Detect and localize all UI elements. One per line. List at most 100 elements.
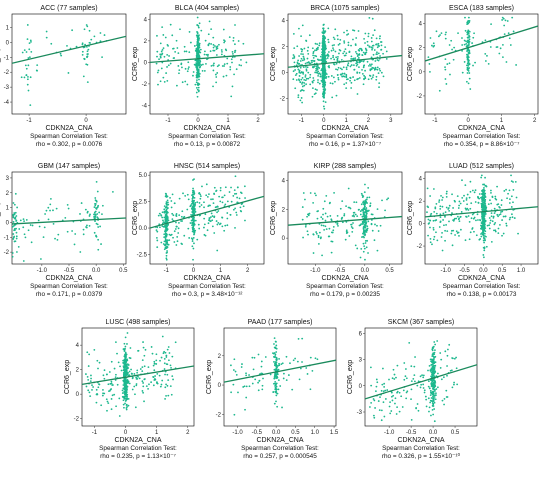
data-point (470, 202, 473, 205)
data-point (429, 195, 432, 197)
data-point (273, 364, 276, 367)
data-point (369, 406, 371, 408)
data-point (324, 101, 327, 104)
data-point (81, 54, 84, 56)
data-point (332, 225, 335, 228)
data-point (431, 367, 434, 370)
data-point (423, 389, 426, 392)
data-point (15, 219, 18, 222)
data-point (364, 205, 366, 208)
panel-title: HNSC (514 samples) (174, 163, 240, 170)
data-point (376, 68, 379, 71)
data-point (372, 414, 375, 417)
data-point (164, 36, 167, 39)
data-point (218, 64, 220, 67)
data-point (12, 214, 14, 216)
data-point (432, 371, 435, 374)
plot-area (287, 13, 403, 115)
data-point (392, 368, 395, 371)
data-point (365, 221, 368, 224)
data-point (169, 62, 172, 65)
data-point (324, 88, 327, 91)
data-point (511, 216, 514, 219)
data-point (13, 213, 16, 216)
data-point (160, 50, 163, 53)
data-point (209, 220, 212, 223)
data-point (191, 238, 194, 241)
data-point (278, 362, 280, 365)
data-point (198, 37, 200, 39)
data-point (481, 193, 484, 196)
data-point (494, 230, 497, 233)
data-point (192, 228, 194, 231)
data-point (98, 383, 101, 386)
x-tick-label: -1.0 (37, 268, 48, 274)
data-point (12, 221, 15, 223)
data-point (375, 385, 378, 388)
trend-line (150, 195, 264, 229)
data-point (198, 227, 201, 230)
data-point (102, 374, 105, 377)
data-point (349, 65, 352, 68)
data-point (466, 68, 469, 71)
data-point (465, 40, 467, 43)
data-point (213, 62, 215, 65)
data-point (197, 73, 200, 75)
data-point (364, 32, 367, 35)
data-point (338, 52, 340, 55)
data-point (103, 392, 106, 395)
data-point (315, 69, 317, 72)
data-point (142, 346, 145, 349)
data-point (474, 61, 476, 64)
y-tick-label: -3 (4, 85, 10, 91)
data-point (21, 51, 24, 54)
data-point (26, 38, 29, 41)
data-point (482, 230, 485, 233)
data-point (323, 229, 325, 231)
data-point (166, 250, 168, 252)
data-point (187, 227, 190, 230)
data-point (466, 203, 468, 206)
data-point (14, 192, 17, 195)
data-point (373, 416, 376, 419)
data-point (511, 16, 514, 19)
data-point (471, 42, 474, 44)
data-point (96, 190, 99, 193)
data-point (481, 214, 484, 217)
data-point (420, 383, 423, 386)
data-point (416, 384, 419, 387)
data-point (87, 365, 90, 367)
data-point (322, 68, 325, 71)
data-point (345, 205, 347, 208)
data-point (432, 188, 435, 190)
data-point (103, 377, 106, 380)
data-point (349, 79, 351, 82)
data-point (92, 386, 95, 388)
data-point (458, 204, 460, 207)
data-point (322, 54, 324, 57)
data-point (371, 17, 374, 20)
y-axis-title: CCR6_exp (132, 47, 139, 81)
data-point (427, 380, 430, 383)
data-point (125, 397, 128, 400)
data-point (362, 250, 365, 253)
data-point (167, 379, 170, 382)
data-point (236, 196, 239, 199)
data-point (464, 16, 466, 19)
data-point (292, 359, 295, 362)
data-point (450, 232, 453, 235)
data-point (198, 66, 201, 69)
data-point (363, 223, 366, 226)
data-point (435, 394, 437, 397)
data-point (356, 247, 359, 250)
x-tick-label: 0.5 (451, 430, 460, 436)
data-point (356, 78, 359, 81)
data-point (309, 73, 312, 76)
data-point (431, 360, 434, 363)
data-point (345, 73, 348, 76)
data-point (124, 368, 127, 370)
data-point (315, 49, 318, 52)
x-tick-label: 0 (192, 268, 196, 274)
data-point (86, 224, 88, 227)
data-point (192, 189, 195, 192)
